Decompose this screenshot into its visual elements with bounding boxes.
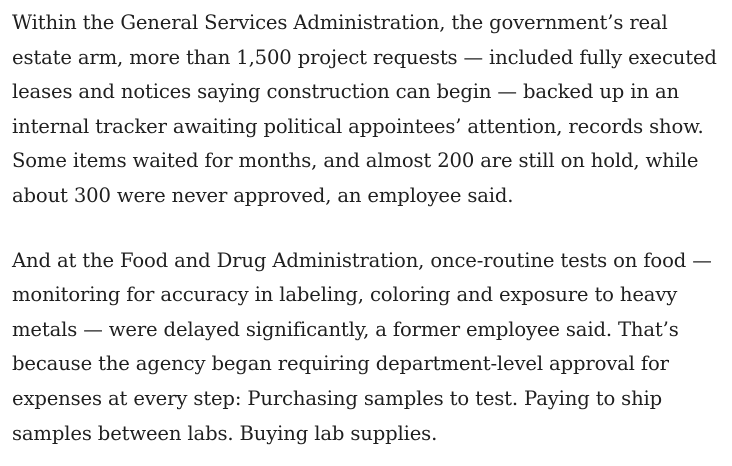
article-paragraph: And at the Food and Drug Administration,… xyxy=(12,248,712,445)
article-paragraph: Within the General Services Administrati… xyxy=(12,11,717,207)
article-body: Within the General Services Administrati… xyxy=(12,6,728,451)
